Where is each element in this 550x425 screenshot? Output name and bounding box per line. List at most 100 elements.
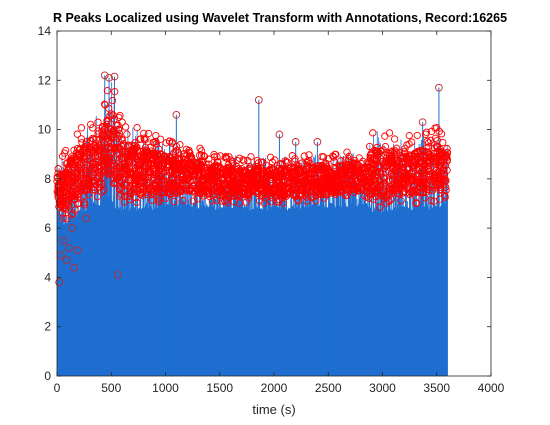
r-peak-marker (381, 179, 389, 188)
r-peak-marker (214, 185, 222, 193)
r-peak-marker (55, 203, 63, 211)
r-peak-marker (281, 157, 289, 165)
r-peak-marker (310, 181, 318, 189)
r-peak-marker (418, 177, 426, 185)
r-peak-marker (190, 172, 198, 180)
r-peak-marker (437, 183, 445, 192)
r-peak-marker (229, 174, 237, 182)
r-peak-marker (78, 158, 86, 166)
r-peak-marker (80, 201, 89, 209)
r-peak-marker (345, 152, 353, 161)
r-peak-marker (438, 150, 447, 158)
r-peak-marker (268, 175, 276, 184)
r-peak-marker (284, 183, 292, 191)
r-peak-marker (295, 174, 304, 183)
r-peak-marker (410, 176, 418, 184)
r-peak-marker (394, 176, 402, 184)
r-peak-marker (254, 181, 262, 190)
r-peak-marker (204, 190, 212, 198)
r-peak-marker (209, 165, 217, 174)
r-peak-marker (435, 171, 443, 179)
y-tick-label: 6 (44, 221, 51, 235)
r-peak-marker (435, 154, 443, 163)
r-peak-marker (385, 129, 394, 137)
r-peak-marker (355, 186, 363, 195)
r-peak-marker (278, 172, 286, 180)
r-peak-marker (54, 165, 62, 173)
r-peak-marker (321, 174, 329, 182)
r-peak-marker (64, 173, 72, 181)
r-peak-marker (359, 179, 367, 188)
r-peak-marker (423, 162, 432, 171)
outlier-marker (418, 118, 427, 127)
r-peak-marker (64, 183, 72, 192)
r-peak-marker (75, 185, 83, 193)
r-peak-marker (373, 143, 381, 152)
r-peak-marker (209, 175, 218, 183)
x-tick-label: 1500 (206, 381, 233, 395)
r-peak-marker (227, 165, 235, 174)
r-peak-marker (296, 183, 304, 191)
r-peak-marker (414, 155, 422, 163)
r-peak-marker (140, 171, 148, 179)
r-peak-marker (130, 180, 138, 188)
r-peak-marker (392, 148, 401, 157)
r-peak-marker (134, 156, 143, 165)
r-peak-marker (282, 158, 290, 166)
x-tick-label: 500 (101, 381, 121, 395)
r-peak-marker (363, 193, 371, 201)
r-peak-marker (214, 158, 222, 167)
r-peak-marker (379, 146, 387, 154)
r-peak-marker (82, 152, 90, 160)
r-peak-marker (340, 178, 348, 186)
r-peak-marker (128, 148, 136, 157)
r-peak-marker (403, 183, 411, 191)
r-peak-marker (189, 197, 198, 205)
r-peak-marker (116, 163, 124, 172)
r-peak-marker (63, 159, 72, 167)
r-peak-marker (239, 156, 247, 164)
r-peak-marker (357, 159, 365, 168)
y-tick-label: 4 (44, 270, 51, 284)
r-peak-marker (443, 157, 451, 165)
r-peak-marker (387, 148, 395, 156)
r-peak-marker (197, 184, 206, 192)
r-peak-marker (200, 171, 208, 179)
r-peak-marker (89, 124, 97, 132)
r-peak-marker (144, 191, 152, 199)
r-peak-marker (100, 155, 108, 163)
r-peak-marker (411, 155, 419, 163)
r-peak-marker (422, 128, 431, 136)
r-peak-marker (413, 176, 422, 184)
r-peak-marker (412, 165, 421, 173)
r-peak-marker (124, 169, 132, 177)
r-peak-marker (100, 100, 109, 108)
r-peak-marker (170, 163, 179, 172)
r-peak-marker (341, 189, 349, 197)
x-tick-label: 3000 (369, 381, 396, 395)
outlier-marker (73, 246, 82, 255)
r-peak-marker (126, 181, 134, 190)
r-peak-marker (199, 157, 207, 165)
r-peak-marker (75, 146, 84, 154)
r-peak-marker (365, 142, 374, 151)
r-peak-marker (416, 146, 425, 155)
r-peak-marker (82, 138, 91, 146)
r-peak-marker (110, 126, 118, 135)
r-peak-marker (359, 157, 367, 166)
r-peak-marker (384, 196, 393, 205)
r-peak-marker (99, 156, 107, 164)
r-peak-marker (165, 137, 174, 145)
r-peak-marker (427, 196, 435, 205)
r-peak-marker (94, 130, 102, 138)
r-peak-marker (144, 179, 152, 187)
r-peak-marker (82, 178, 90, 186)
r-peak-marker (431, 134, 440, 142)
r-peak-marker (350, 159, 358, 167)
r-peak-marker (133, 198, 141, 207)
r-peak-marker (312, 185, 320, 193)
r-peak-marker (403, 177, 411, 185)
r-peak-marker (99, 173, 108, 181)
r-peak-marker (155, 145, 163, 153)
r-peak-marker (152, 131, 160, 140)
